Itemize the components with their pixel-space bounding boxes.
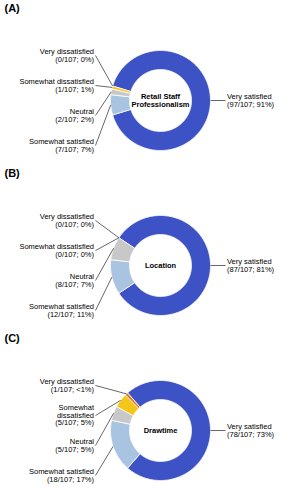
- svg-text:Very satisfied(97/107; 91%): Very satisfied(97/107; 91%): [227, 92, 275, 109]
- svg-text:Somewhat satisfied(12/107; 11%: Somewhat satisfied(12/107; 11%): [29, 302, 95, 319]
- svg-text:Very dissatisfied(1/107; <1%): Very dissatisfied(1/107; <1%): [40, 377, 95, 394]
- svg-text:Neutral(5/107; 5%): Neutral(5/107; 5%): [55, 437, 94, 454]
- svg-text:(A): (A): [5, 2, 21, 14]
- svg-text:Somewhat satisfied(7/107; 7%): Somewhat satisfied(7/107; 7%): [29, 137, 95, 154]
- svg-text:(C): (C): [5, 332, 21, 344]
- svg-text:Location: Location: [145, 261, 177, 270]
- svg-text:Neutral(8/107; 7%): Neutral(8/107; 7%): [55, 272, 94, 289]
- svg-text:Drawtime: Drawtime: [144, 426, 178, 435]
- svg-text:Very dissatisfied(0/107; 0%): Very dissatisfied(0/107; 0%): [40, 212, 95, 229]
- svg-text:Very satisfied(78/107; 73%): Very satisfied(78/107; 73%): [227, 422, 275, 439]
- svg-text:Somewhat satisfied(18/107; 17%: Somewhat satisfied(18/107; 17%): [29, 467, 95, 484]
- svg-text:Somewhat dissatisfied(1/107; 1: Somewhat dissatisfied(1/107; 1%): [19, 77, 94, 94]
- svg-text:Retail StaffProfessionalism: Retail StaffProfessionalism: [132, 92, 190, 109]
- svg-text:Very dissatisfied(0/107; 0%): Very dissatisfied(0/107; 0%): [40, 47, 95, 64]
- svg-text:Neutral(2/107; 2%): Neutral(2/107; 2%): [55, 107, 94, 124]
- svg-text:(B): (B): [5, 167, 21, 179]
- svg-text:Somewhat dissatisfied(0/107; 0: Somewhat dissatisfied(0/107; 0%): [19, 242, 94, 259]
- svg-text:Very satisfied(87/107; 81%): Very satisfied(87/107; 81%): [227, 257, 275, 274]
- svg-text:Somewhatdissatisfied(5/107; 5%: Somewhatdissatisfied(5/107; 5%): [55, 403, 95, 427]
